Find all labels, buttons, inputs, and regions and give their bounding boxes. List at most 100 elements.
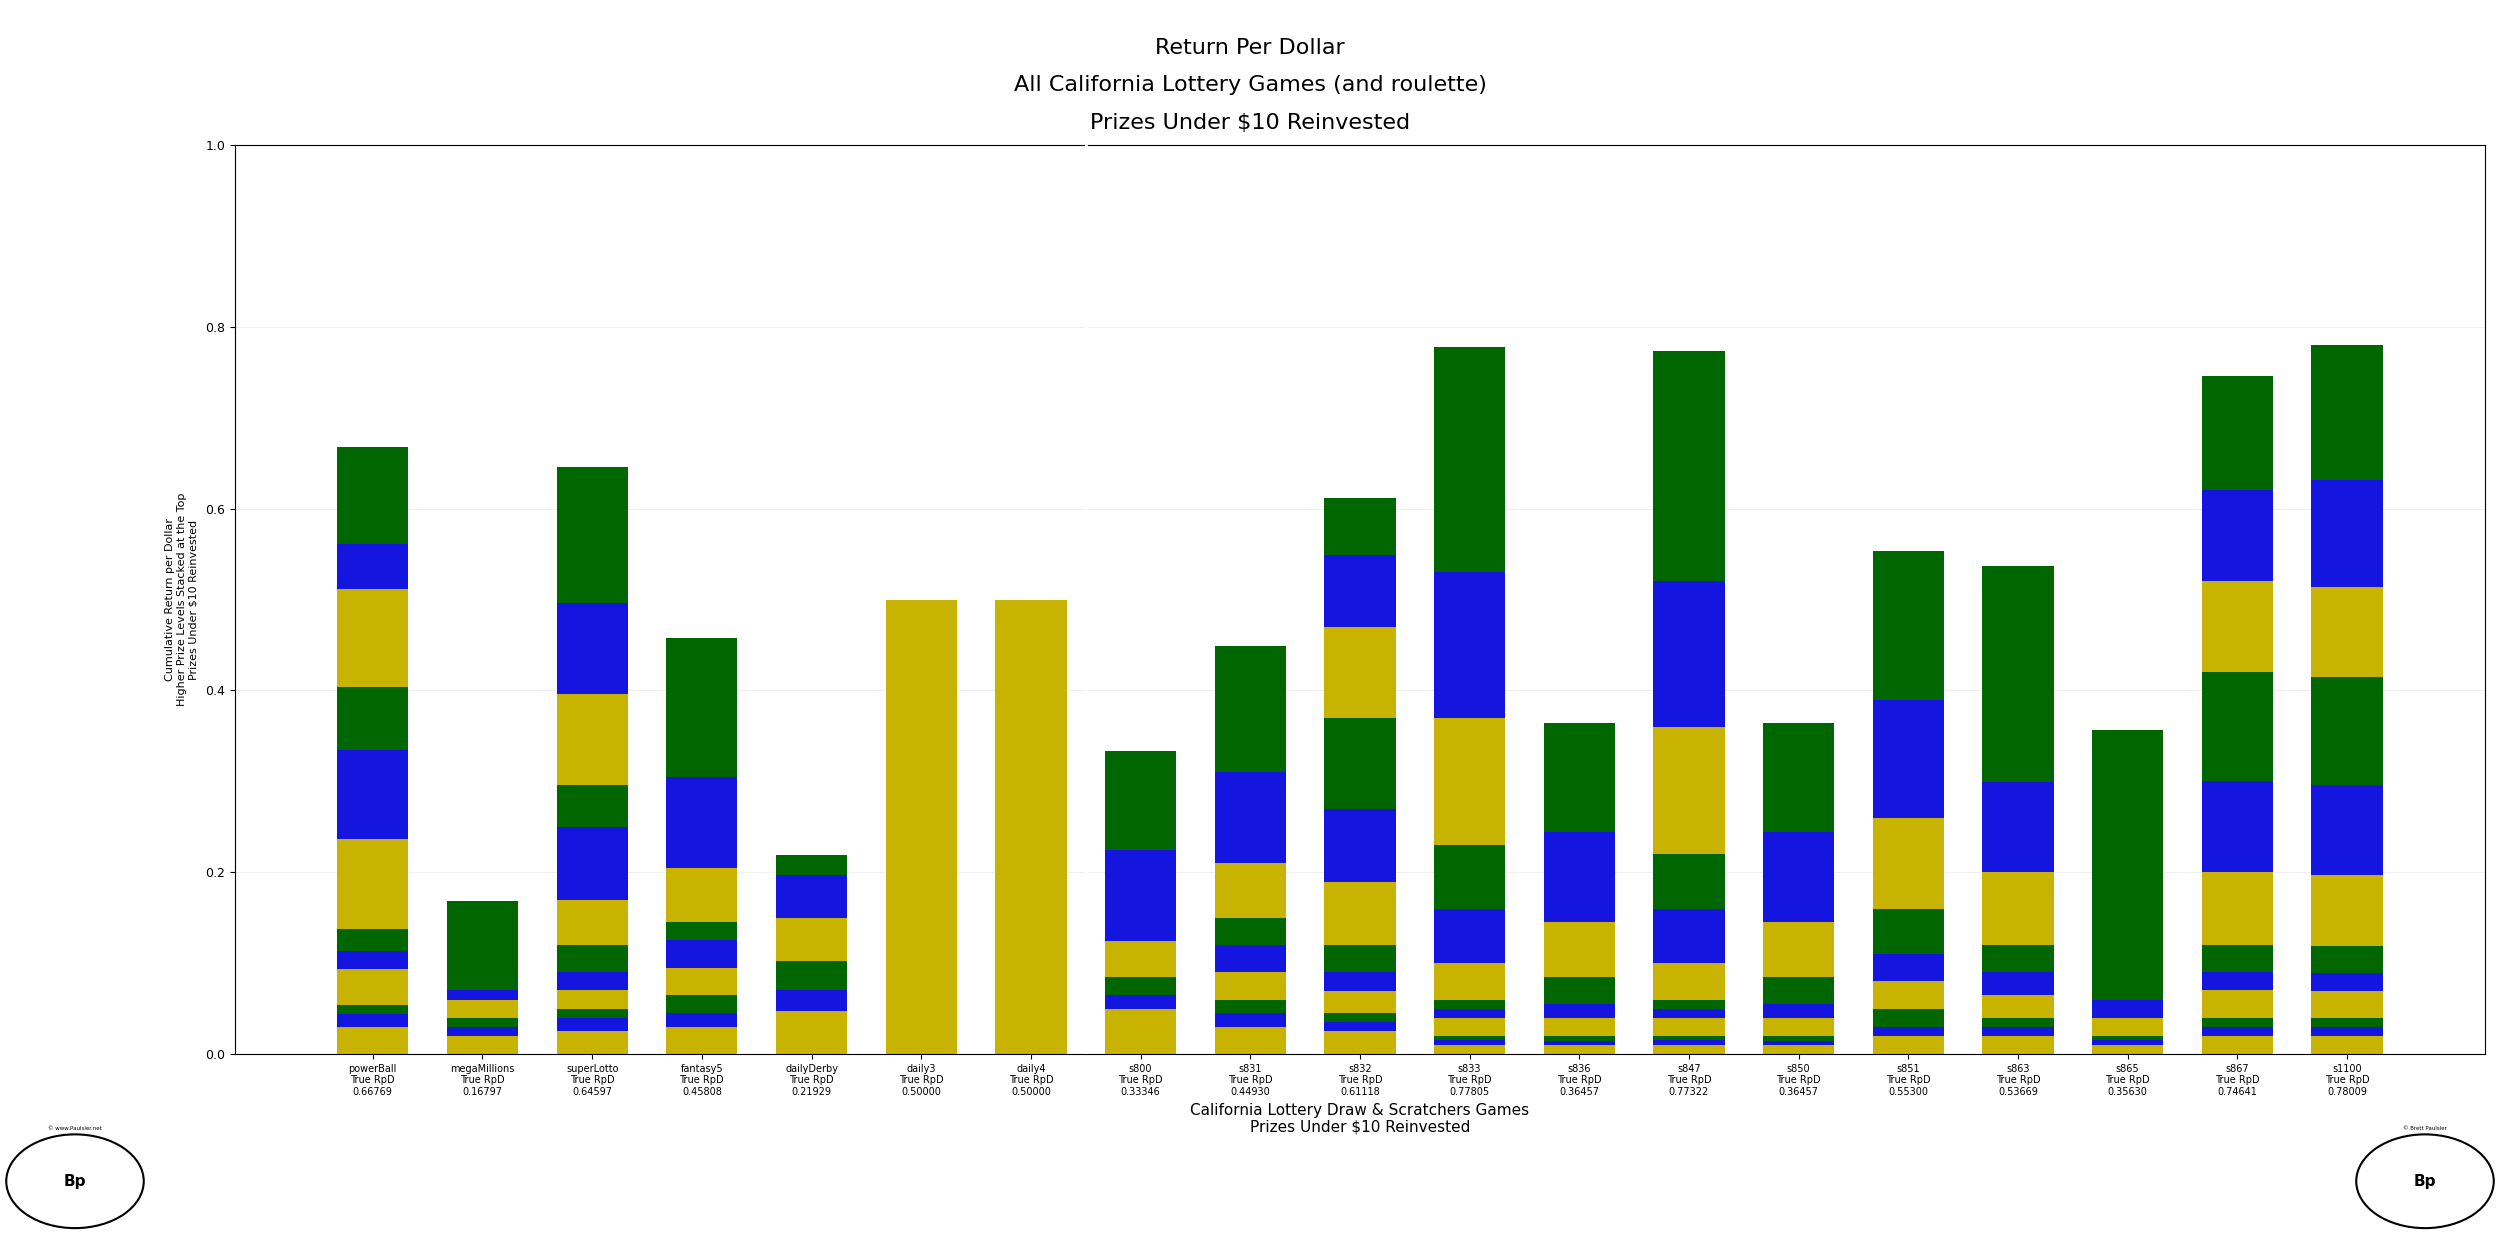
Bar — [665, 867, 737, 922]
Bar — [1652, 909, 1725, 964]
Bar — [1542, 1036, 1615, 1040]
Bar — [1435, 1040, 1505, 1045]
Bar — [1872, 1009, 1945, 1026]
Bar — [1652, 726, 1725, 854]
Bar — [2312, 974, 2382, 991]
Bar — [1762, 1036, 1835, 1040]
Bar — [2202, 990, 2272, 1017]
Bar — [338, 1028, 408, 1054]
Bar — [1215, 772, 1285, 862]
Bar — [1652, 854, 1725, 909]
Bar — [558, 694, 628, 785]
Bar — [1325, 719, 1395, 809]
Bar — [1762, 722, 1835, 831]
Bar — [1215, 1026, 1285, 1054]
Bar — [558, 972, 628, 990]
Bar — [1982, 1036, 2052, 1054]
Bar — [448, 1000, 518, 1017]
Bar — [1762, 922, 1835, 978]
Bar — [1325, 945, 1395, 972]
Bar — [558, 1031, 628, 1054]
Bar — [1105, 850, 1175, 941]
Bar — [775, 1011, 848, 1054]
Bar — [2202, 1017, 2272, 1026]
Bar — [1105, 751, 1175, 850]
Bar — [338, 448, 408, 544]
Bar — [1215, 918, 1285, 945]
Bar — [1105, 995, 1175, 1009]
Bar — [1542, 831, 1615, 922]
Bar — [2202, 581, 2272, 672]
Bar — [1652, 1036, 1725, 1040]
Bar — [1872, 1036, 1945, 1054]
Bar — [885, 600, 958, 1054]
Bar — [1542, 722, 1615, 831]
Bar — [1215, 972, 1285, 1000]
Bar — [558, 945, 628, 972]
Bar — [1435, 346, 1505, 572]
Text: Return Per Dollar: Return Per Dollar — [1155, 38, 1345, 58]
Bar — [665, 995, 737, 1014]
Text: Prizes Under $10 Reinvested: Prizes Under $10 Reinvested — [1090, 112, 1410, 132]
Bar — [1542, 1045, 1615, 1054]
Bar — [2202, 945, 2272, 972]
Bar — [1652, 1017, 1725, 1036]
Bar — [558, 604, 628, 694]
Bar — [1982, 872, 2052, 945]
Bar — [338, 688, 408, 750]
Bar — [1652, 1009, 1725, 1018]
Bar — [2202, 490, 2272, 581]
Bar — [2202, 672, 2272, 781]
Bar — [1435, 718, 1505, 845]
Bar — [2312, 946, 2382, 974]
Text: © www.Paulsler.net: © www.Paulsler.net — [48, 1126, 102, 1131]
Bar — [1325, 990, 1395, 1014]
Bar — [1982, 995, 2052, 1017]
Bar — [1435, 909, 1505, 964]
Bar — [1542, 1017, 1615, 1036]
Bar — [2312, 678, 2382, 785]
Bar — [1215, 1014, 1285, 1026]
Bar — [1762, 831, 1835, 922]
Bar — [2312, 875, 2382, 946]
Bar — [665, 1026, 737, 1054]
Y-axis label: Cumulative Return per Dollar
Higher Prize Levels Stacked at the Top
Prizes Under: Cumulative Return per Dollar Higher Priz… — [165, 492, 198, 706]
Bar — [1982, 945, 2052, 972]
Bar — [1652, 1045, 1725, 1054]
Bar — [1762, 1040, 1835, 1045]
Bar — [338, 951, 408, 969]
Bar — [2312, 588, 2382, 678]
Bar — [2312, 785, 2382, 875]
Bar — [1325, 972, 1395, 990]
Bar — [1652, 581, 1725, 726]
Bar — [558, 826, 628, 900]
Text: © Brett Paulsler: © Brett Paulsler — [2402, 1126, 2448, 1131]
Bar — [665, 922, 737, 940]
Bar — [775, 961, 848, 990]
Bar — [1325, 628, 1395, 719]
Bar — [448, 990, 518, 1000]
Bar — [1542, 978, 1615, 1004]
Bar — [1872, 1026, 1945, 1036]
Text: Bp: Bp — [65, 1174, 85, 1189]
Bar — [2312, 1028, 2382, 1036]
Bar — [558, 785, 628, 826]
Bar — [338, 544, 408, 589]
Bar — [1652, 1000, 1725, 1009]
Bar — [1542, 1004, 1615, 1018]
Bar — [558, 466, 628, 604]
Bar — [2092, 1045, 2162, 1054]
Text: Bp: Bp — [2415, 1174, 2435, 1189]
Bar — [1652, 351, 1725, 581]
Bar — [775, 990, 848, 1011]
Bar — [1435, 572, 1505, 717]
Bar — [775, 875, 848, 918]
Bar — [665, 776, 737, 868]
Bar — [1215, 646, 1285, 772]
Bar — [338, 839, 408, 929]
Bar — [2092, 1036, 2162, 1040]
Bar — [1982, 566, 2052, 781]
Bar — [2202, 1036, 2272, 1054]
Bar — [2092, 1040, 2162, 1045]
Bar — [1542, 1040, 1615, 1045]
